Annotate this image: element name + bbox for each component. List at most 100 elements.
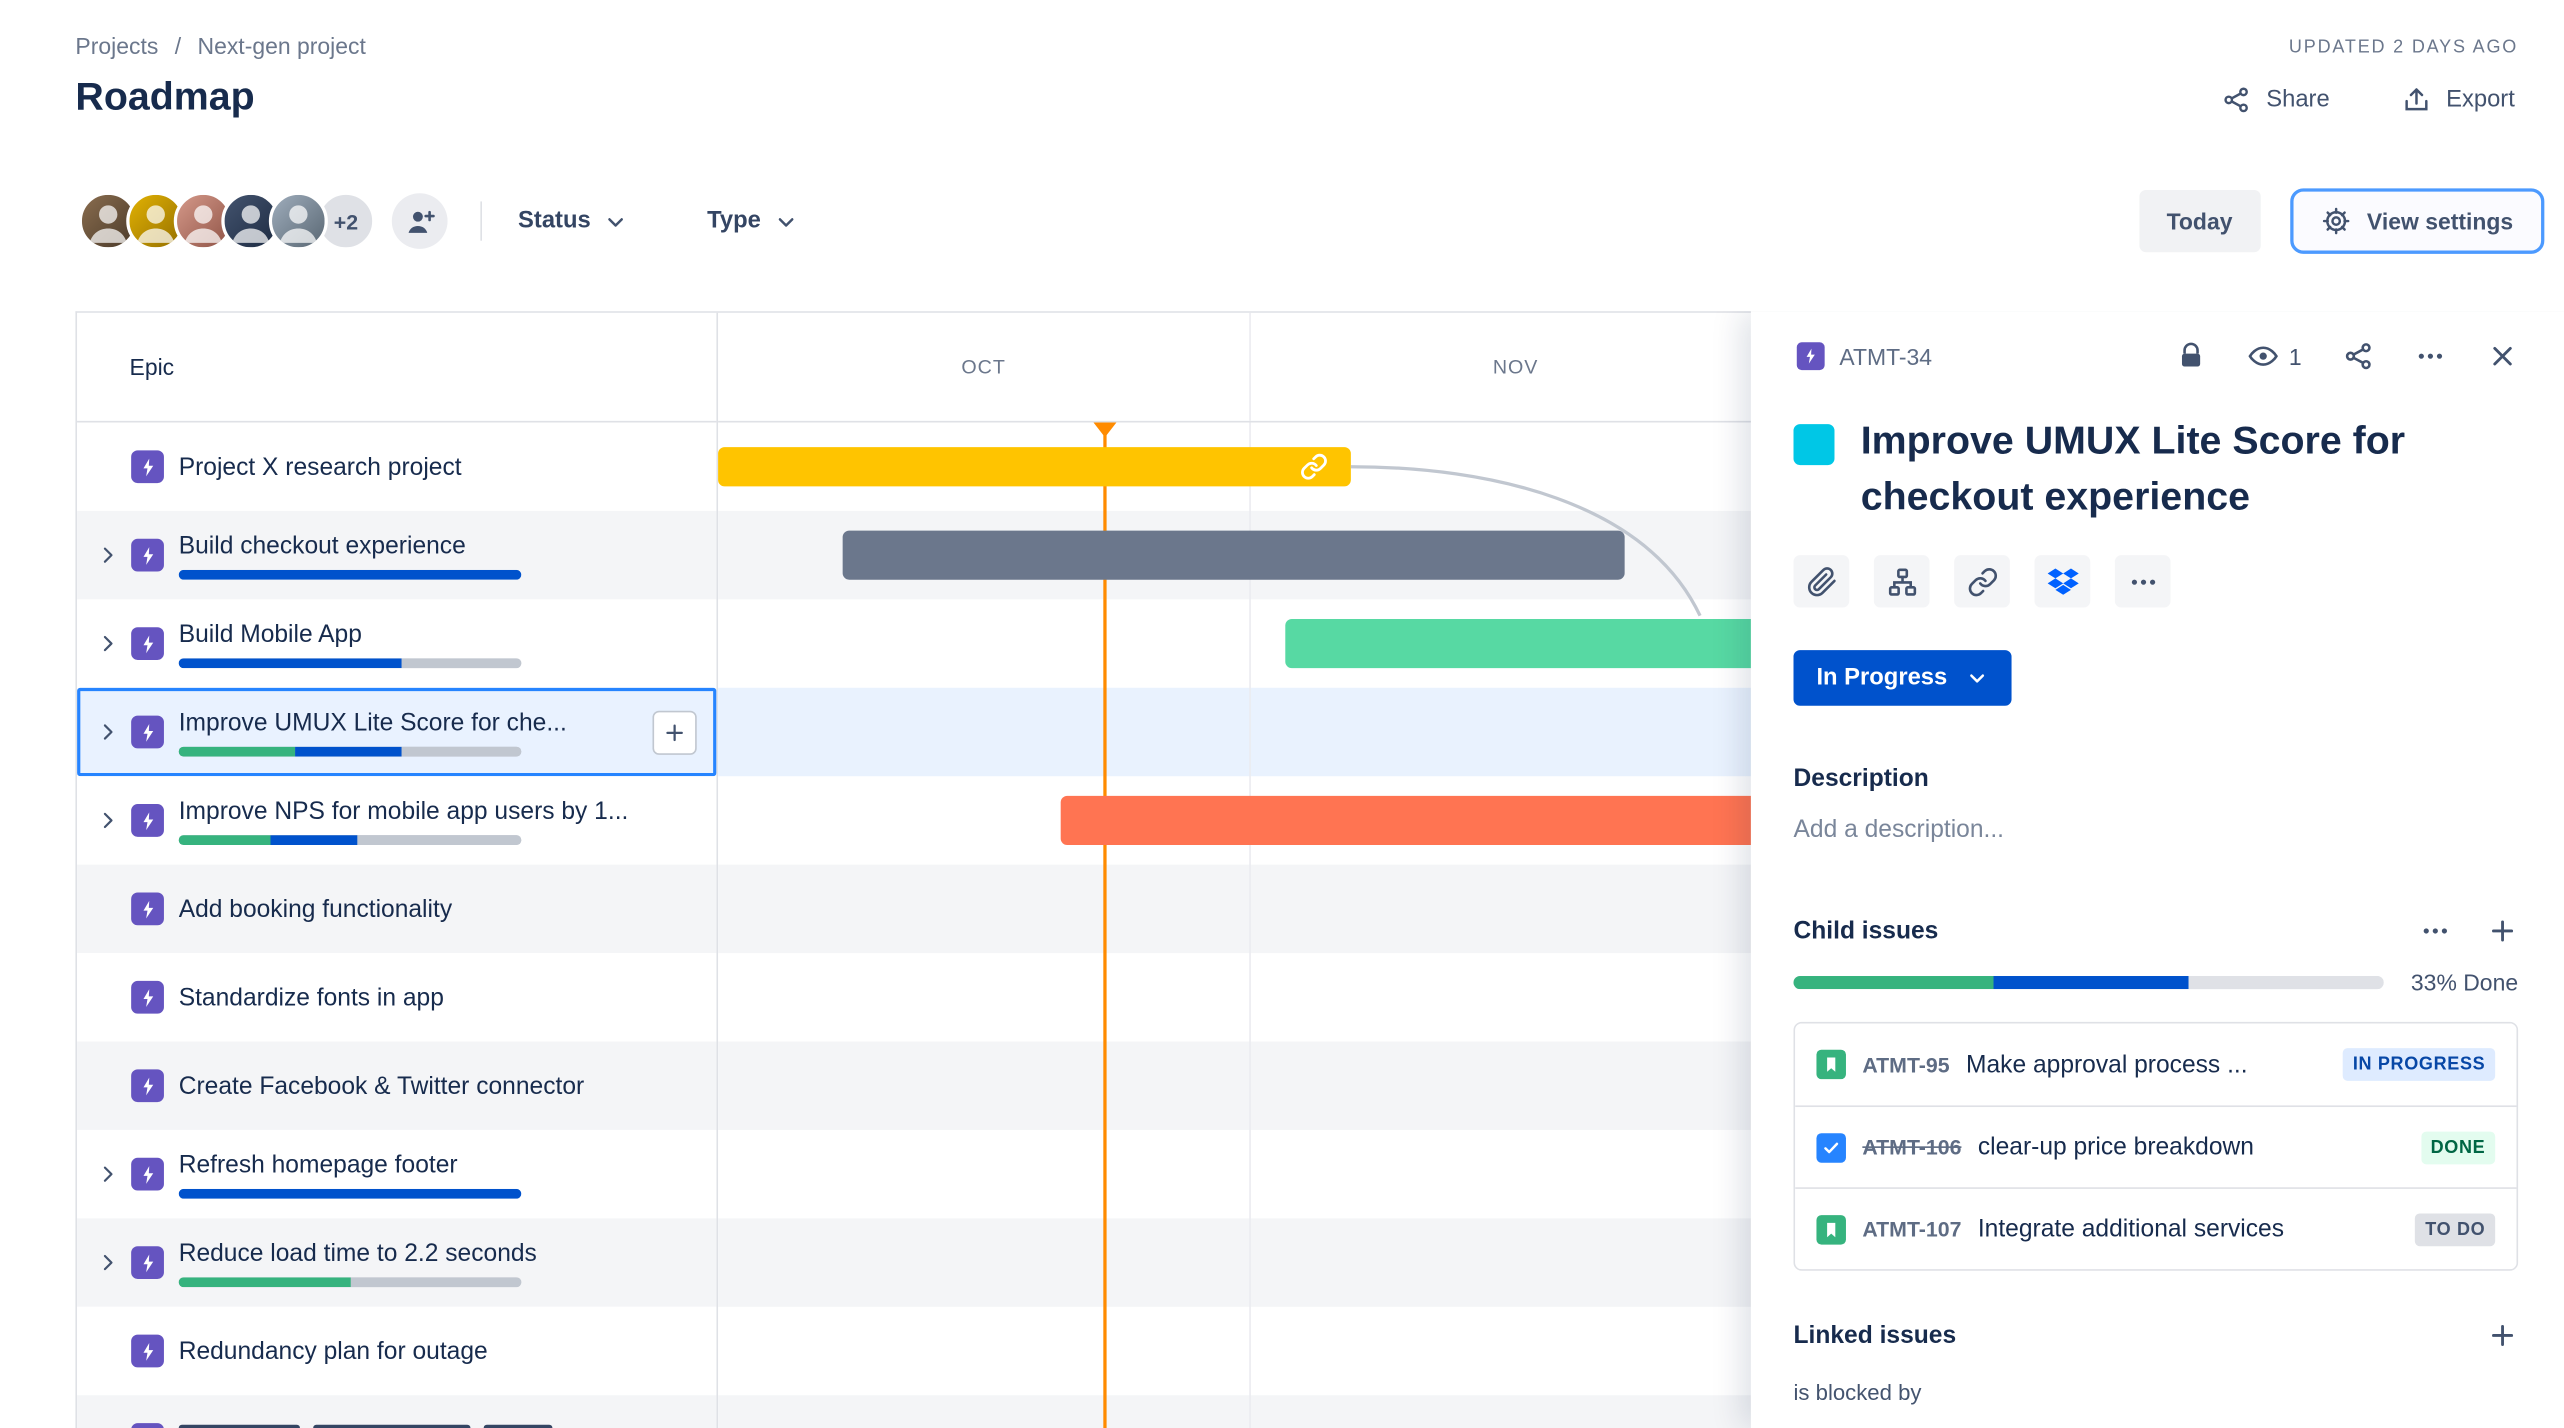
epic-row[interactable]: Build checkout experience — [77, 510, 717, 600]
status-lozenge[interactable]: TO DO — [2415, 1212, 2496, 1246]
lock-icon[interactable] — [2176, 341, 2207, 372]
child-issues-more-icon[interactable] — [2420, 915, 2451, 946]
add-person-icon — [404, 206, 435, 237]
chevron-right-icon[interactable] — [95, 719, 128, 745]
timeline-lane[interactable] — [718, 423, 2564, 511]
breadcrumb-projects[interactable]: Projects — [75, 32, 159, 59]
child-issue-row[interactable]: ATMT-106 clear-up price breakdown DONE — [1795, 1105, 2517, 1188]
epic-row[interactable]: Refresh homepage footer — [77, 1129, 717, 1219]
child-issue-key[interactable]: ATMT-95 — [1862, 1052, 1950, 1077]
close-icon[interactable] — [2487, 341, 2518, 372]
view-settings-button[interactable]: View settings — [2289, 188, 2545, 254]
add-child-button[interactable] — [652, 709, 697, 755]
add-link-button[interactable] — [1954, 555, 2010, 608]
share-button[interactable]: Share — [2222, 85, 2330, 114]
chevron-right-icon[interactable] — [95, 542, 128, 568]
issue-key-breadcrumb[interactable]: ATMT-34 — [1794, 342, 1932, 371]
epic-row[interactable]: Improve NPS for mobile app users by 1... — [77, 776, 717, 865]
child-issue-row[interactable]: ATMT-107 Integrate additional services TO … — [1795, 1187, 2517, 1270]
epic-column-header: Epic — [77, 313, 717, 423]
gear-icon — [2321, 206, 2351, 235]
epic-icon — [131, 1423, 164, 1428]
epic-row[interactable]: Improve UMUX Lite Score for che... — [77, 687, 717, 777]
share-icon[interactable] — [2343, 341, 2374, 372]
today-button[interactable]: Today — [2138, 189, 2261, 253]
view-settings-label: View settings — [2366, 207, 2514, 235]
epic-progress-bar — [178, 746, 522, 757]
epic-row[interactable]: Standardize fonts in app — [77, 953, 717, 1042]
epic-row[interactable]: Project X research project — [77, 422, 717, 511]
export-button[interactable]: Export — [2402, 85, 2515, 114]
epic-progress-bar — [178, 1277, 522, 1288]
issue-title[interactable]: Improve UMUX Lite Score for checkout exp… — [1860, 419, 2406, 520]
person-icon — [82, 195, 134, 247]
export-icon — [2402, 85, 2432, 114]
add-child-issue-plus-icon[interactable] — [2487, 915, 2518, 946]
linked-issues-heading: Linked issues — [1793, 1321, 1957, 1350]
epic-row[interactable]: Create Facebook & Twitter connector — [77, 1041, 717, 1130]
child-issue-summary[interactable]: clear-up price breakdown — [1977, 1133, 2254, 1162]
status-dropdown-button[interactable]: In Progress — [1793, 650, 2012, 706]
chevron-down-icon — [1965, 667, 1988, 690]
breadcrumb-current[interactable]: Next-gen project — [197, 32, 366, 59]
epic-row[interactable]: Reduce load time to 2.2 seconds — [77, 1218, 717, 1307]
issue-color-swatch[interactable] — [1793, 424, 1835, 466]
avatar-group — [78, 191, 328, 251]
epic-row[interactable]: Add booking functionality — [77, 864, 717, 954]
child-issue-row[interactable]: ATMT-95 Make approval process ... IN PROGR… — [1795, 1023, 2517, 1106]
chevron-right-icon[interactable] — [95, 807, 128, 833]
more-actions-icon[interactable] — [2415, 341, 2446, 372]
epic-icon — [131, 538, 164, 572]
clipped-epic-label — [178, 1424, 704, 1428]
month-label-oct: OCT — [961, 355, 1006, 379]
epic-row[interactable] — [77, 1395, 717, 1428]
status-lozenge[interactable]: DONE — [2420, 1130, 2496, 1164]
watch-button[interactable]: 1 — [2248, 341, 2302, 372]
child-issue-summary[interactable]: Integrate additional services — [1977, 1215, 2285, 1243]
epic-label: Create Facebook & Twitter connector — [178, 1071, 585, 1100]
epic-icon — [1796, 342, 1825, 371]
epic-column: Epic Project X research project Build che… — [77, 312, 719, 1428]
person-icon — [225, 195, 277, 247]
epic-label: Refresh homepage footer — [178, 1151, 458, 1180]
child-issue-key[interactable]: ATMT-107 — [1862, 1216, 1962, 1242]
person-icon — [177, 195, 229, 247]
add-child-issue-button[interactable] — [1873, 555, 1930, 608]
gantt-bar[interactable] — [1060, 795, 1848, 846]
description-placeholder[interactable]: Add a description... — [1793, 815, 2005, 844]
epic-progress-bar — [178, 1188, 522, 1199]
add-people-button[interactable] — [391, 193, 448, 249]
attach-button[interactable] — [1793, 555, 1850, 608]
epic-icon — [131, 1334, 164, 1368]
epic-progress-bar — [178, 569, 522, 580]
link-icon — [1966, 566, 1997, 597]
type-filter[interactable]: Type — [707, 208, 798, 234]
add-linked-issue-plus-icon[interactable] — [2487, 1320, 2518, 1351]
child-issue-key[interactable]: ATMT-106 — [1862, 1134, 1962, 1160]
epic-icon — [131, 1069, 164, 1103]
linked-group-label: is blocked by — [1793, 1380, 1922, 1406]
chevron-right-icon[interactable] — [95, 630, 128, 656]
child-issue-summary[interactable]: Make approval process ... — [1965, 1050, 2248, 1079]
gantt-bar[interactable] — [718, 447, 1351, 487]
link-icon — [1300, 453, 1328, 481]
avatar[interactable] — [268, 191, 328, 251]
share-label: Share — [2266, 86, 2330, 113]
status-lozenge[interactable]: IN PROGRESS — [2343, 1048, 2496, 1081]
more-quick-actions-button[interactable] — [2114, 555, 2171, 608]
epic-row[interactable]: Build Mobile App — [77, 599, 717, 688]
status-filter[interactable]: Status — [518, 208, 628, 234]
dropbox-button[interactable] — [2034, 555, 2091, 608]
timeline-lane[interactable] — [718, 776, 2564, 864]
chevron-right-icon[interactable] — [95, 1161, 128, 1187]
gantt-bar[interactable] — [842, 530, 1625, 580]
panel-topbar: ATMT-34 1 — [1794, 341, 2519, 372]
breadcrumb-separator: / — [174, 32, 182, 59]
dropbox-icon — [2046, 566, 2078, 597]
avatar[interactable] — [173, 191, 233, 251]
child-progress-bar — [1793, 976, 2384, 990]
watch-count: 1 — [2288, 343, 2302, 370]
chevron-right-icon[interactable] — [95, 1249, 128, 1275]
description-heading: Description — [1793, 764, 1929, 793]
epic-row[interactable]: Redundancy plan for outage — [77, 1306, 717, 1396]
